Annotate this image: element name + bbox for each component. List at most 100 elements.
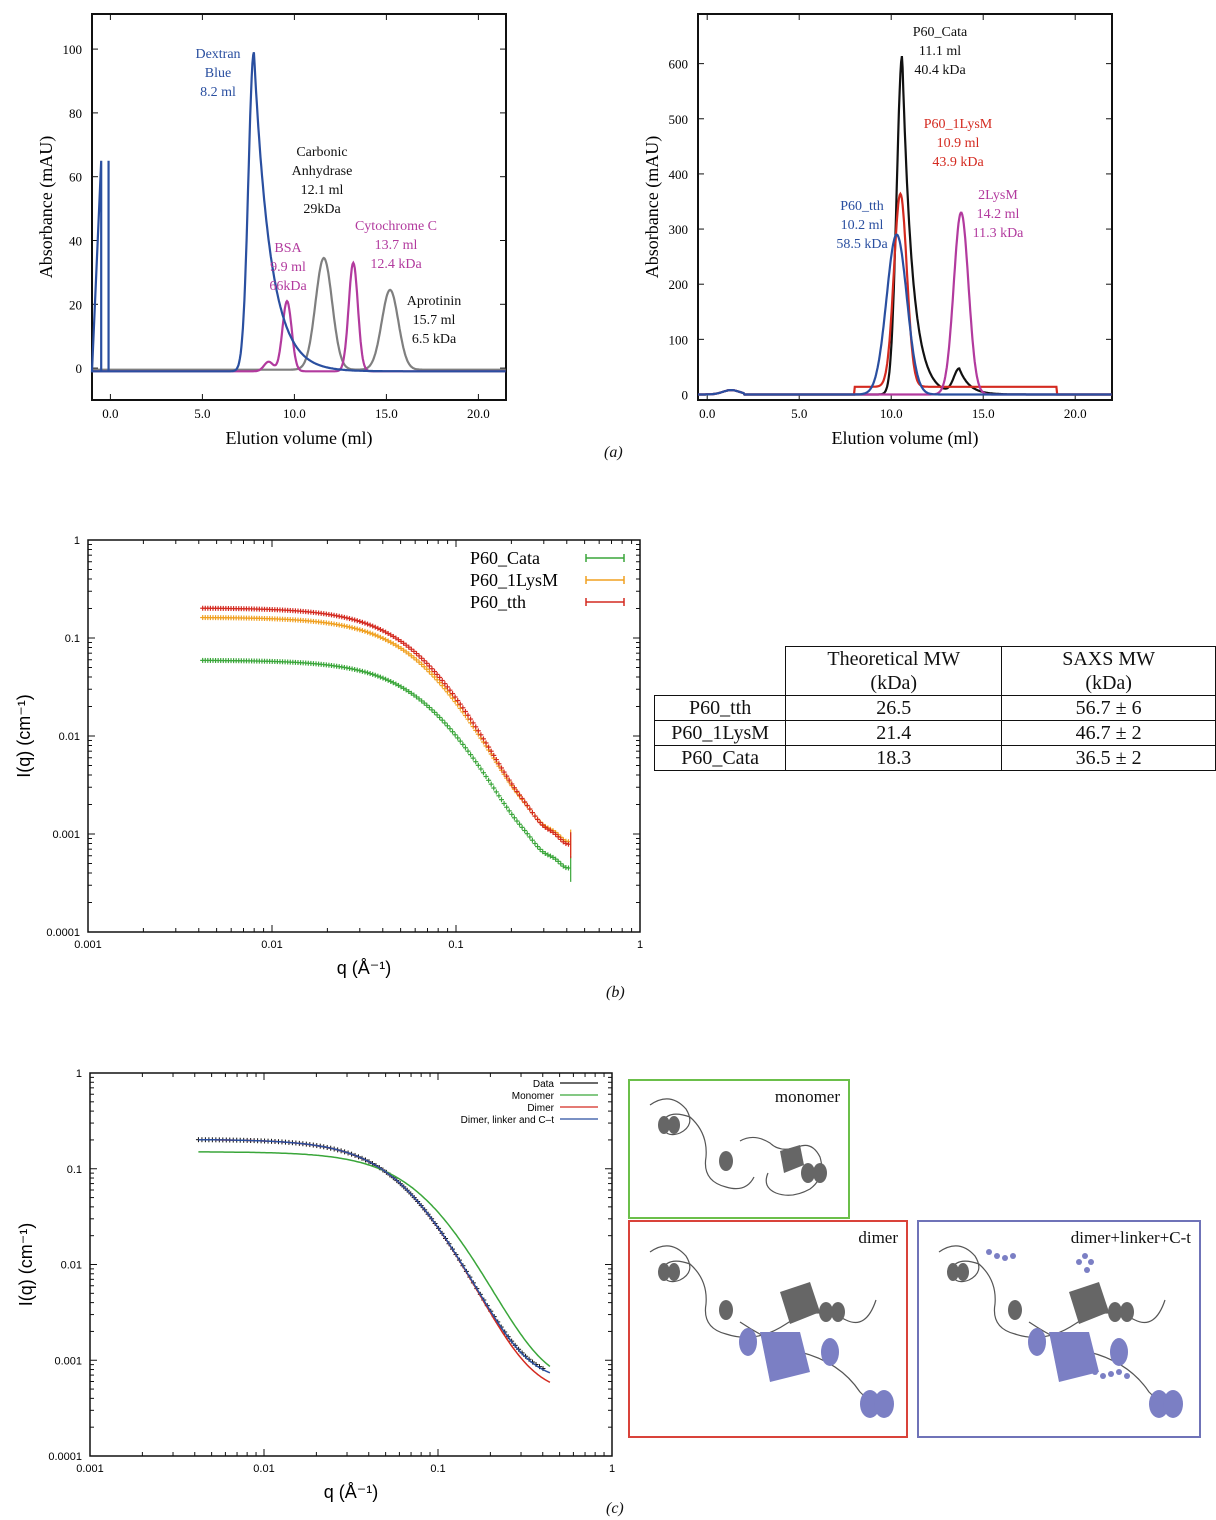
table-cell: 21.4 xyxy=(785,720,1003,746)
x-tick-label: 15.0 xyxy=(375,406,398,421)
annotation: 8.2 ml xyxy=(200,85,236,100)
x-tick-label: 10.0 xyxy=(880,406,903,421)
annotation: 40.4 kDa xyxy=(914,63,966,78)
panel-label-a: (a) xyxy=(604,444,623,461)
annotation: 12.4 kDa xyxy=(370,257,422,272)
x-tick-label: 15.0 xyxy=(972,406,995,421)
annotation: Anhydrase xyxy=(292,164,353,179)
legend-entry: Dimer xyxy=(527,1103,554,1114)
x-axis-label: Elution volume (ml) xyxy=(832,428,979,449)
annotation: P60_1LysM xyxy=(924,117,993,132)
legend-entry: P60_tth xyxy=(470,592,526,612)
x-tick-label: 20.0 xyxy=(1064,406,1087,421)
structure-label-dimer: dimer xyxy=(858,1228,898,1247)
legend-entry: Dimer, linker and C–t xyxy=(461,1115,555,1126)
model-curve xyxy=(198,1151,551,1367)
y-tick-label: 300 xyxy=(669,222,689,237)
plot-frame xyxy=(89,1072,613,1457)
annotation: 12.1 ml xyxy=(301,183,344,198)
x-tick-label: 5.0 xyxy=(194,406,210,421)
annotation: 10.2 ml xyxy=(841,218,884,233)
structure-label-dimer-linker-ct: dimer+linker+C-t xyxy=(1070,1228,1191,1247)
annotation: Dextran xyxy=(195,47,240,62)
annotation: Aprotinin xyxy=(407,294,461,309)
x-tick-label: 0.0 xyxy=(102,406,118,421)
table-cell: P60_1LysM xyxy=(653,720,787,746)
y-tick-label: 400 xyxy=(669,167,689,182)
y-tick-label: 80 xyxy=(69,106,82,121)
annotation: P60_Cata xyxy=(913,25,968,40)
y-tick-label: 500 xyxy=(669,112,689,127)
x-tick-label: 1 xyxy=(637,939,643,951)
annotation: 14.2 ml xyxy=(977,207,1020,222)
model-curve xyxy=(198,1138,551,1374)
y-tick-label: 20 xyxy=(69,297,82,312)
y-tick-label: 0.1 xyxy=(65,633,80,645)
x-tick-label: 0.0 xyxy=(699,406,715,421)
y-axis-label: Absorbance (mAU) xyxy=(36,136,57,278)
series-points xyxy=(200,605,572,859)
annotation: 11.1 ml xyxy=(919,44,961,59)
annotation: 66kDa xyxy=(269,279,307,294)
x-tick-label: 10.0 xyxy=(283,406,306,421)
legend-entry: P60_Cata xyxy=(470,548,540,568)
series-points xyxy=(200,657,572,882)
y-tick-label: 100 xyxy=(669,332,689,347)
y-tick-label: 0 xyxy=(76,361,83,376)
y-tick-label: 0.01 xyxy=(59,731,80,743)
y-tick-label: 600 xyxy=(669,57,689,72)
x-axis-label: q (Å⁻¹) xyxy=(337,958,392,978)
series-line xyxy=(698,233,1112,396)
table-header-empty xyxy=(654,646,787,696)
y-tick-label: 0.1 xyxy=(67,1164,82,1176)
annotation: 9.9 ml xyxy=(270,260,306,275)
table-cell: 46.7 ± 2 xyxy=(1001,720,1216,746)
annotation: 29kDa xyxy=(303,202,341,217)
structure-label-monomer: monomer xyxy=(774,1087,840,1106)
y-tick-label: 0 xyxy=(682,387,689,402)
y-tick-label: 200 xyxy=(669,277,689,292)
y-tick-label: 1 xyxy=(76,1068,82,1080)
series-points xyxy=(195,1137,546,1372)
y-tick-label: 40 xyxy=(69,233,82,248)
y-tick-label: 60 xyxy=(69,170,82,185)
table-cell: P60_Cata xyxy=(653,745,787,771)
x-axis-label: Elution volume (ml) xyxy=(226,428,373,449)
model-curve xyxy=(198,1138,551,1383)
y-tick-label: 100 xyxy=(63,42,83,57)
table-header-theoretical: Theoretical MW (kDa) xyxy=(785,646,1003,696)
y-tick-label: 1 xyxy=(74,535,80,547)
annotation: 15.7 ml xyxy=(413,313,456,328)
y-tick-label: 0.0001 xyxy=(48,1451,82,1463)
legend-entry: P60_1LysM xyxy=(470,570,558,590)
annotation: 6.5 kDa xyxy=(412,332,457,347)
y-axis-label: I(q) (cm⁻¹) xyxy=(16,1223,36,1306)
x-tick-label: 0.01 xyxy=(261,939,282,951)
annotation: 13.7 ml xyxy=(375,238,418,253)
series-line xyxy=(90,52,506,373)
x-tick-label: 0.1 xyxy=(448,939,463,951)
structure-box-dimer: dimer xyxy=(628,1220,908,1438)
legend-entry: Monomer xyxy=(512,1091,555,1102)
y-tick-label: 0.01 xyxy=(61,1260,82,1272)
table-cell: P60_tth xyxy=(653,695,787,721)
table-cell: 36.5 ± 2 xyxy=(1001,745,1216,771)
annotation: P60_tth xyxy=(840,199,884,214)
y-tick-label: 0.001 xyxy=(52,829,80,841)
legend-entry: Data xyxy=(533,1079,555,1090)
y-tick-label: 0.001 xyxy=(54,1355,82,1367)
annotation: 2LysM xyxy=(978,188,1018,203)
panel-label-c: (c) xyxy=(606,1500,624,1517)
plot-frame xyxy=(91,13,507,401)
annotation: Carbonic xyxy=(296,145,347,160)
panel-label-b: (b) xyxy=(606,984,625,1001)
table-row: P60_1LysM 21.4 46.7 ± 2 xyxy=(653,720,1216,746)
plot-frame xyxy=(697,13,1113,401)
annotation: BSA xyxy=(274,241,302,256)
x-tick-label: 0.001 xyxy=(74,939,102,951)
annotation: 11.3 kDa xyxy=(973,226,1025,241)
